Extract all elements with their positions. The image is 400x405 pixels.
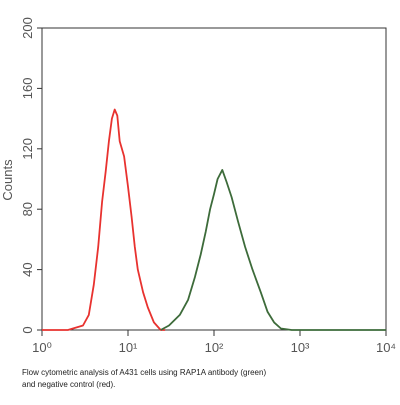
x-tick-label: 10⁰ xyxy=(32,340,52,355)
histogram-line xyxy=(160,169,386,331)
x-tick-label: 10¹ xyxy=(119,340,138,355)
x-tick-label: 10⁴ xyxy=(376,340,396,355)
x-tick-label: 10³ xyxy=(291,340,310,355)
y-tick-label: 40 xyxy=(20,262,35,276)
y-tick-label: 0 xyxy=(20,326,35,333)
y-axis-label: Counts xyxy=(0,159,15,201)
y-tick-label: 80 xyxy=(20,202,35,216)
caption-line: and negative control (red). xyxy=(22,380,115,389)
y-tick-label: 200 xyxy=(20,17,35,39)
y-tick-label: 160 xyxy=(20,78,35,100)
y-tick-label: 120 xyxy=(20,138,35,160)
x-tick-label: 10² xyxy=(205,340,224,355)
caption-line: Flow cytometric analysis of A431 cells u… xyxy=(22,368,266,377)
histogram-line xyxy=(42,108,166,331)
